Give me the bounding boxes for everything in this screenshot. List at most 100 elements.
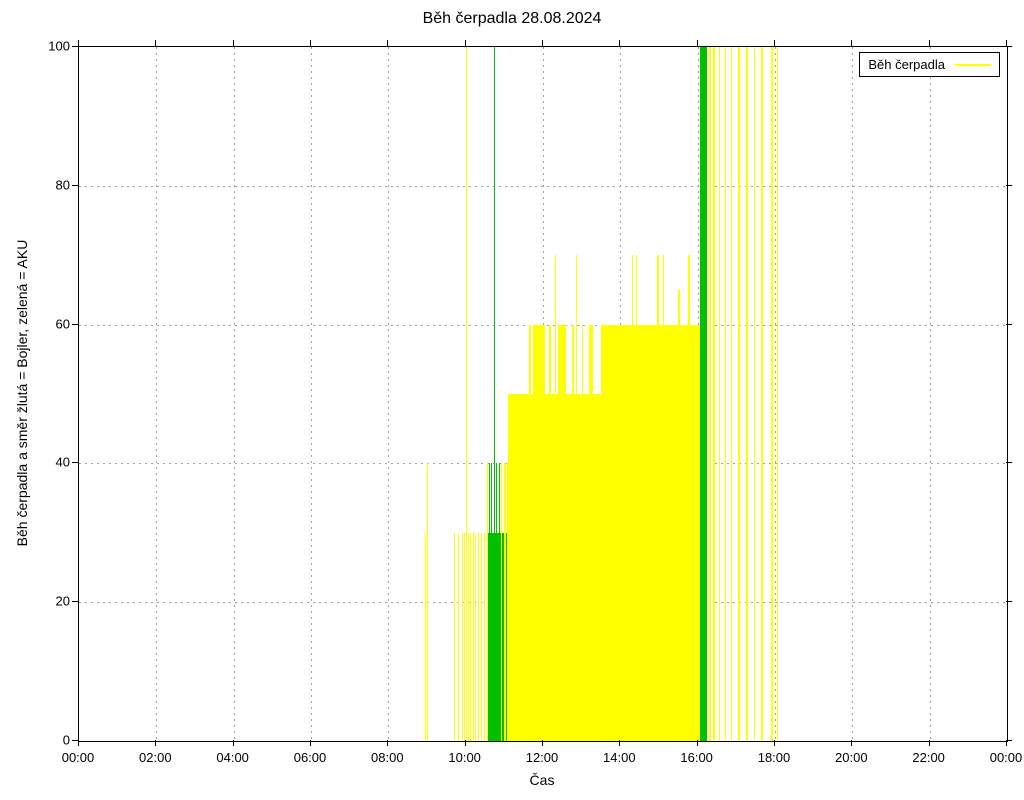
grid-line-v <box>234 47 235 741</box>
y-tick-mark <box>1006 185 1012 186</box>
grid-line-v <box>852 47 853 741</box>
bar-bojler <box>558 325 566 741</box>
x-tick-label: 00:00 <box>990 750 1023 765</box>
y-tick-label: 60 <box>38 316 70 331</box>
bar-aku <box>700 47 707 741</box>
x-tick-mark <box>774 40 775 46</box>
y-tick-label: 80 <box>38 177 70 192</box>
x-tick-mark <box>697 40 698 46</box>
bar-bojler <box>754 47 756 741</box>
x-tick-mark <box>465 40 466 46</box>
x-tick-label: 18:00 <box>758 750 791 765</box>
bar-bojler <box>501 463 502 741</box>
bar-aku <box>489 463 490 741</box>
bar-bojler <box>481 533 482 741</box>
grid-line-v <box>388 47 389 741</box>
bar-bojler <box>549 325 551 741</box>
x-tick-label: 10:00 <box>448 750 481 765</box>
bar-bojler <box>713 47 715 741</box>
bar-bojler <box>425 533 426 741</box>
y-tick-mark <box>72 462 78 463</box>
x-tick-mark <box>155 40 156 46</box>
bar-bojler <box>678 290 680 741</box>
bar-bojler <box>454 533 455 741</box>
bar-bojler <box>505 463 506 741</box>
x-tick-mark <box>542 40 543 46</box>
x-tick-mark <box>774 740 775 746</box>
bar-bojler <box>589 325 593 741</box>
x-tick-mark <box>310 40 311 46</box>
y-tick-mark <box>72 46 78 47</box>
legend-label: Běh čerpadla <box>868 57 945 72</box>
legend: Běh čerpadla <box>859 52 1000 77</box>
bar-bojler <box>738 47 740 741</box>
bar-bojler <box>777 47 779 741</box>
y-tick-mark <box>1006 601 1012 602</box>
y-tick-label: 40 <box>38 455 70 470</box>
grid-line-v <box>775 47 776 741</box>
x-tick-mark <box>310 740 311 746</box>
bar-bojler <box>688 255 690 741</box>
bar-bojler <box>746 47 748 741</box>
x-tick-label: 20:00 <box>835 750 868 765</box>
bar-bojler <box>475 533 476 741</box>
bar-bojler <box>576 255 578 741</box>
bar-bojler <box>731 47 733 741</box>
x-tick-mark <box>542 740 543 746</box>
x-tick-mark <box>619 740 620 746</box>
bar-bojler <box>529 325 531 741</box>
x-tick-mark <box>155 740 156 746</box>
x-tick-mark <box>929 40 930 46</box>
bar-aku <box>496 463 497 741</box>
y-tick-label: 0 <box>38 733 70 748</box>
x-tick-label: 02:00 <box>139 750 172 765</box>
x-tick-mark <box>929 740 930 746</box>
bar-bojler <box>582 325 584 741</box>
bar-bojler <box>709 47 711 741</box>
bar-aku <box>491 463 492 741</box>
bar-bojler <box>468 533 469 741</box>
x-tick-mark <box>78 740 79 746</box>
bar-bojler <box>761 47 763 741</box>
x-tick-mark <box>233 740 234 746</box>
y-tick-label: 20 <box>38 594 70 609</box>
x-tick-label: 08:00 <box>371 750 404 765</box>
bar-bojler <box>572 325 574 741</box>
bar-bojler <box>771 47 773 741</box>
bar-bojler <box>487 463 488 741</box>
chart-container: Běh čerpadla 28.08.2024 02040608010000:0… <box>0 0 1024 800</box>
x-axis-label: Čas <box>530 772 555 788</box>
bar-bojler <box>663 255 665 741</box>
x-tick-mark <box>387 740 388 746</box>
x-tick-mark <box>619 40 620 46</box>
bar-bojler <box>657 255 659 741</box>
x-tick-mark <box>78 40 79 46</box>
x-tick-mark <box>387 40 388 46</box>
bar-bojler <box>601 325 700 741</box>
bar-bojler <box>636 255 638 741</box>
bar-aku <box>494 47 495 741</box>
x-tick-label: 14:00 <box>603 750 636 765</box>
x-tick-mark <box>1006 740 1007 746</box>
y-tick-mark <box>1006 462 1012 463</box>
x-tick-label: 00:00 <box>62 750 95 765</box>
grid-line-v <box>930 47 931 741</box>
bar-bojler <box>725 47 727 741</box>
bar-aku <box>499 463 500 741</box>
bar-bojler <box>473 533 474 741</box>
chart-title: Běh čerpadla 28.08.2024 <box>0 10 1024 28</box>
grid-line-v <box>311 47 312 741</box>
grid-line-v <box>156 47 157 741</box>
x-tick-label: 16:00 <box>680 750 713 765</box>
x-tick-mark <box>697 740 698 746</box>
bar-bojler <box>719 47 721 741</box>
bar-bojler <box>555 255 557 741</box>
x-tick-mark <box>1006 40 1007 46</box>
x-tick-mark <box>851 740 852 746</box>
bar-bojler <box>427 463 428 741</box>
y-tick-mark <box>1006 46 1012 47</box>
y-tick-mark <box>72 601 78 602</box>
y-axis-label: Běh čerpadla a směr žlutá = Bojler, zele… <box>14 240 30 547</box>
x-tick-label: 22:00 <box>912 750 945 765</box>
bar-bojler <box>632 255 634 741</box>
